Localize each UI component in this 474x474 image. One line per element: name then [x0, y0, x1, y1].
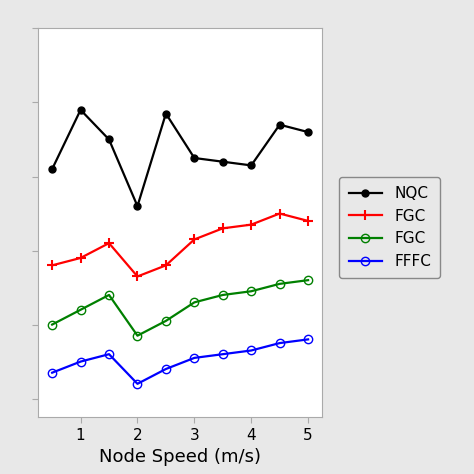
FGC: [106, 240, 112, 246]
NQC: [248, 163, 254, 168]
NQC: [78, 107, 83, 113]
NQC: [163, 111, 169, 117]
NQC: [135, 203, 140, 209]
NQC: [305, 129, 311, 135]
FFFC: [106, 351, 112, 357]
NQC: [49, 166, 55, 172]
FGC: [135, 273, 140, 279]
Line: FFFC: FFFC: [48, 335, 312, 388]
NQC: [191, 155, 197, 161]
FGC: [78, 307, 83, 313]
FFFC: [248, 347, 254, 353]
FFFC: [277, 340, 283, 346]
FFFC: [78, 359, 83, 365]
FGC: [248, 288, 254, 294]
FGC: [191, 237, 197, 242]
FGC: [305, 277, 311, 283]
FGC: [49, 263, 55, 268]
FGC: [163, 263, 169, 268]
FGC: [277, 281, 283, 287]
FFFC: [305, 337, 311, 342]
FFFC: [49, 370, 55, 375]
NQC: [277, 122, 283, 128]
X-axis label: Node Speed (m/s): Node Speed (m/s): [99, 448, 261, 466]
FGC: [49, 322, 55, 328]
FFFC: [135, 381, 140, 387]
Legend: NQC, FGC, FGC, FFFC: NQC, FGC, FGC, FFFC: [339, 177, 440, 278]
FGC: [277, 210, 283, 216]
FFFC: [220, 351, 226, 357]
Line: NQC: NQC: [49, 106, 311, 210]
FGC: [248, 222, 254, 228]
FGC: [305, 218, 311, 224]
FFFC: [163, 366, 169, 372]
Line: FGC: FGC: [47, 209, 313, 281]
FGC: [163, 318, 169, 324]
FGC: [106, 292, 112, 298]
FGC: [135, 333, 140, 338]
FGC: [220, 226, 226, 231]
FFFC: [191, 355, 197, 361]
FGC: [220, 292, 226, 298]
FGC: [191, 300, 197, 305]
FGC: [78, 255, 83, 261]
NQC: [106, 137, 112, 142]
Line: FGC: FGC: [48, 276, 312, 340]
NQC: [220, 159, 226, 164]
